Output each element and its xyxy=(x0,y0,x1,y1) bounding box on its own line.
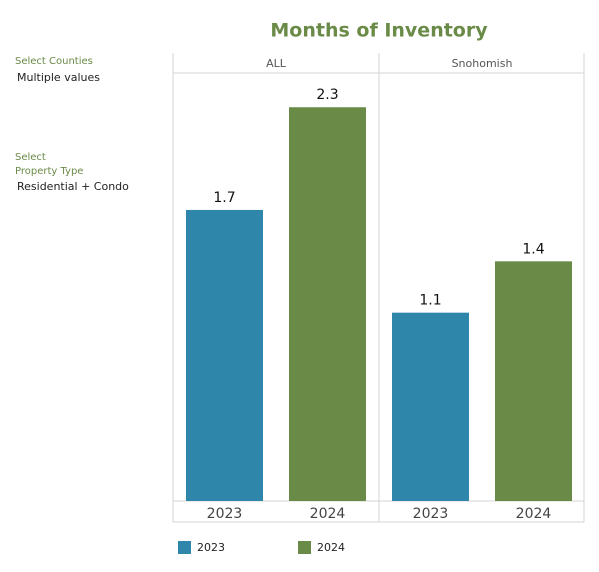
filter-value[interactable]: Multiple values xyxy=(17,71,100,84)
x-tick-label: 2024 xyxy=(310,506,346,522)
panel-header: Snohomish xyxy=(452,57,513,70)
data-label: 1.7 xyxy=(213,190,235,206)
legend-swatch xyxy=(298,541,311,554)
data-label: 1.4 xyxy=(522,241,544,257)
legend-swatch xyxy=(178,541,191,554)
filter-label: Select Counties xyxy=(15,56,93,67)
filter-value[interactable]: Residential + Condo xyxy=(17,180,129,193)
x-tick-label: 2023 xyxy=(413,506,449,522)
bar xyxy=(392,312,469,501)
bar xyxy=(186,209,263,501)
panel-header: ALL xyxy=(266,57,287,70)
legend-label: 2023 xyxy=(197,541,225,554)
bar xyxy=(289,107,366,502)
x-tick-label: 2024 xyxy=(516,506,552,522)
filter-label: Select Property Type xyxy=(15,152,84,177)
data-label: 1.1 xyxy=(419,293,441,309)
x-tick-label: 2023 xyxy=(207,506,243,522)
legend-label: 2024 xyxy=(317,541,345,554)
chart-title: Months of Inventory xyxy=(270,20,488,42)
bar xyxy=(495,261,572,501)
data-label: 2.3 xyxy=(316,87,338,103)
